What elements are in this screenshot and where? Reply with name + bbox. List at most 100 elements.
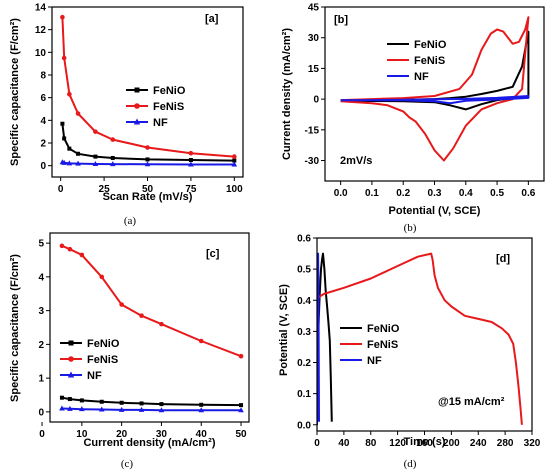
point-FeNiO <box>199 402 204 407</box>
x-axis-label: Potential (V, SCE) <box>389 205 481 217</box>
point-FeNiO <box>67 397 72 402</box>
y-tick-label: 1 <box>38 374 44 385</box>
legend-label-FeNiO: FeNiO <box>367 323 400 335</box>
point-FeNiO <box>145 157 150 162</box>
series-FeNiS <box>60 14 237 159</box>
point-NF <box>67 405 73 411</box>
x-tick-label: 50 <box>142 184 154 195</box>
legend-marker <box>133 118 141 125</box>
legend-label-FeNiS: FeNiS <box>153 101 184 113</box>
point-FeNiS <box>110 137 116 142</box>
x-tick-label: 20 <box>116 429 128 440</box>
point-NF <box>198 407 205 413</box>
x-axis-label: Scan Rate (mV/s) <box>103 191 193 203</box>
point-FeNiS <box>139 313 144 318</box>
x-tick-label: 25 <box>99 184 111 195</box>
x-tick-label: 0 <box>39 429 45 440</box>
x-tick-label: 280 <box>497 438 514 449</box>
y-tick-label: 6 <box>40 93 46 104</box>
x-tick-label: 0.3 <box>428 188 442 199</box>
point-NF <box>138 406 145 412</box>
point-FeNiS <box>188 150 194 156</box>
x-tick-label: 40 <box>196 429 208 440</box>
panel-tag: [c] <box>206 248 220 260</box>
series-line-FeNiO <box>61 396 242 407</box>
point-FeNiS <box>67 91 72 97</box>
y-tick-label: 0 <box>40 161 46 172</box>
point-FeNiS <box>79 252 85 258</box>
x-tick-label: 0.2 <box>396 188 410 199</box>
x-axis-label: Time (s) <box>404 436 446 448</box>
legend-label-FeNiO: FeNiO <box>153 85 186 97</box>
point-FeNiO <box>62 136 67 141</box>
panel-tag: [d] <box>496 253 510 265</box>
point-FeNiO <box>67 146 72 151</box>
y-tick-label: 0.6 <box>297 234 311 245</box>
y-tick-label: 0.2 <box>297 358 311 369</box>
y-axis-label: Potential (V, SCE) <box>278 284 290 376</box>
series-FeNiO <box>317 252 333 425</box>
legend-marker <box>68 340 74 346</box>
legend-marker <box>134 87 140 93</box>
x-axis-label: Current density (mA/cm²) <box>83 437 215 449</box>
annotation: 2mV/s <box>340 155 372 167</box>
x-tick-label: 75 <box>185 184 197 195</box>
legend-label-FeNiO: FeNiO <box>87 338 120 350</box>
y-tick-label: 15 <box>308 64 320 75</box>
annotation: @15 mA/cm² <box>438 396 505 408</box>
y-tick-label: 4 <box>38 272 44 283</box>
x-tick-label: 50 <box>235 429 247 440</box>
series-FeNiS <box>317 252 523 425</box>
x-tick-label: 30 <box>156 429 168 440</box>
y-tick-label: 10 <box>35 48 47 59</box>
point-NF <box>98 406 105 412</box>
point-NF <box>59 405 65 411</box>
x-tick-label: 80 <box>365 438 377 449</box>
y-axis-label: Current density (mA/cm²) <box>281 28 293 160</box>
series-FeNiO <box>60 121 237 163</box>
y-tick-label: 0.3 <box>297 327 311 338</box>
panel-tag: [a] <box>205 13 219 25</box>
panel-caption: (b) <box>404 222 417 234</box>
x-tick-label: 0.5 <box>490 188 504 199</box>
y-tick-label: 8 <box>40 71 46 82</box>
point-NF <box>92 160 99 166</box>
point-FeNiO <box>159 402 164 407</box>
point-FeNiS <box>119 302 124 307</box>
point-FeNiS <box>145 145 150 150</box>
point-FeNiO <box>119 400 124 405</box>
series-NF <box>340 95 530 105</box>
point-FeNiS <box>232 154 237 159</box>
point-NF <box>75 160 81 166</box>
point-NF <box>231 161 238 167</box>
point-FeNiO <box>239 403 244 408</box>
x-tick-label: 120 <box>389 438 406 449</box>
legend-label-NF: NF <box>367 355 382 367</box>
series-line-FeNiS <box>340 16 530 162</box>
point-FeNiS <box>99 274 105 280</box>
panel-d-gcd: 0 40 80 120 160 200 240 280 320 0.0 0.1 0.2 0.3 0.4 0.… <box>278 234 541 471</box>
point-FeNiO <box>110 155 115 160</box>
point-FeNiO <box>59 395 64 400</box>
point-FeNiS <box>61 55 67 61</box>
x-tick-label: 160 <box>416 438 433 449</box>
legend-label-NF: NF <box>414 71 429 83</box>
legend: FeNiO FeNiS NF <box>340 323 400 367</box>
series-NF <box>59 159 238 167</box>
legend-label-FeNiO: FeNiO <box>414 39 447 51</box>
y-tick-label: 0.1 <box>297 389 311 400</box>
legend: FeNiO FeNiS NF <box>60 338 120 382</box>
point-FeNiS <box>60 14 65 20</box>
legend: FeNiO FeNiS NF <box>126 85 186 129</box>
panel-a-scan-rate: 0 25 50 75 100 0 2 4 6 8 10 12 14 Scan Rate (mV/s) Spe… <box>9 3 244 227</box>
point-NF <box>188 161 194 167</box>
y-tick-label: 2 <box>40 139 46 150</box>
point-FeNiO <box>79 398 84 403</box>
y-tick-label: 4 <box>40 116 46 127</box>
y-tick-label: 0.0 <box>297 420 311 431</box>
panel-caption: (a) <box>124 215 137 227</box>
x-tick-label: 320 <box>524 438 541 449</box>
y-tick-label: 45 <box>308 3 320 14</box>
x-tick-label: 240 <box>470 438 487 449</box>
